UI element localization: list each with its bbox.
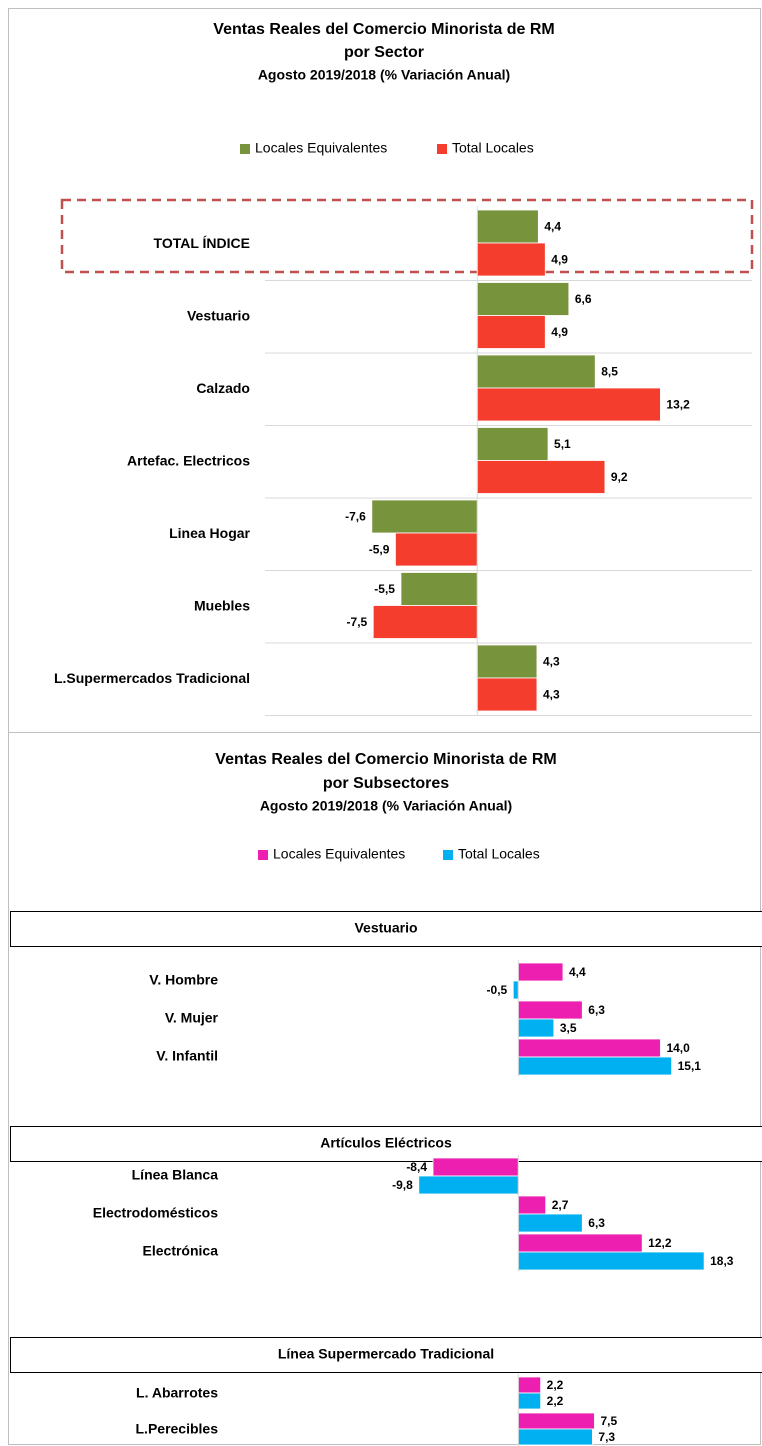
category-label: Vestuario	[187, 307, 250, 323]
category-label: L.Perecibles	[136, 1421, 219, 1437]
legend-swatch	[437, 144, 447, 154]
bar	[517, 1038, 661, 1058]
category-label: Muebles	[194, 597, 250, 613]
panel-title: Vestuario	[354, 920, 417, 936]
bar	[476, 427, 549, 461]
category-label: Calzado	[196, 380, 250, 396]
value-label: 18,3	[710, 1254, 734, 1268]
bar	[517, 1056, 673, 1076]
value-label: 4,9	[551, 253, 568, 267]
category-label: TOTAL ÍNDICE	[154, 235, 250, 251]
panel-header	[10, 1126, 762, 1162]
bar	[517, 1213, 583, 1233]
bar	[476, 644, 538, 679]
panel-header	[10, 1337, 762, 1373]
bar	[517, 962, 564, 982]
legend-label: Total Locales	[458, 846, 540, 862]
bar	[517, 1392, 542, 1410]
bar	[517, 1195, 547, 1215]
panel-title: Artículos Eléctricos	[320, 1135, 452, 1151]
bar	[476, 242, 546, 277]
legend-swatch	[240, 144, 250, 154]
value-label: 6,3	[588, 1216, 605, 1230]
value-label: 3,5	[560, 1021, 577, 1035]
category-label: V. Mujer	[165, 1010, 219, 1026]
value-label: 6,6	[575, 292, 592, 306]
legend-swatch	[443, 850, 453, 860]
value-label: -5,5	[374, 582, 395, 596]
bar	[517, 1412, 595, 1430]
value-label: -5,9	[369, 543, 390, 557]
chart-note: Agosto 2019/2018 (% Variación Anual)	[258, 67, 510, 83]
chart-note: Agosto 2019/2018 (% Variación Anual)	[260, 798, 512, 814]
value-label: 2,7	[552, 1198, 569, 1212]
value-label: -7,6	[345, 510, 366, 524]
panel-title: Línea Supermercado Tradicional	[278, 1346, 494, 1362]
bar	[400, 572, 478, 606]
category-label: Electrónica	[143, 1243, 219, 1259]
bar	[418, 1175, 519, 1195]
bar	[517, 1428, 593, 1446]
bar	[476, 354, 596, 389]
category-label: Linea Hogar	[169, 525, 250, 541]
category-label: V. Hombre	[149, 972, 218, 988]
chart-subtitle: por Subsectores	[323, 775, 449, 792]
bar	[372, 605, 478, 639]
bar	[476, 315, 546, 349]
value-label: 6,3	[588, 1003, 605, 1017]
bar	[517, 1018, 555, 1038]
legend-label: Locales Equivalentes	[255, 140, 387, 156]
value-label: 4,9	[551, 325, 568, 339]
frame	[8, 732, 761, 1445]
category-label: L.Supermercados Tradicional	[54, 670, 250, 686]
value-label: -7,5	[347, 615, 368, 629]
bar	[476, 209, 539, 244]
bar	[476, 460, 606, 494]
category-label: V. Infantil	[156, 1048, 218, 1064]
legend-label: Locales Equivalentes	[273, 846, 405, 862]
value-label: 12,2	[648, 1236, 672, 1250]
bar	[476, 387, 661, 422]
value-label: 15,1	[678, 1059, 702, 1073]
bar	[395, 532, 478, 567]
value-label: 2,2	[547, 1394, 564, 1408]
value-label: -9,8	[392, 1178, 413, 1192]
value-label: 5,1	[554, 437, 571, 451]
value-label: 4,4	[569, 965, 586, 979]
bar	[517, 1000, 583, 1020]
panel-header	[10, 911, 762, 947]
legend-label: Total Locales	[452, 140, 534, 156]
value-label: 2,2	[547, 1378, 564, 1392]
value-label: 14,0	[666, 1041, 690, 1055]
value-label: 13,2	[666, 398, 690, 412]
bar	[517, 1251, 705, 1271]
highlight-box	[60, 198, 754, 274]
category-label: Electrodomésticos	[93, 1205, 218, 1221]
chart-title: Ventas Reales del Comercio Minorista de …	[213, 21, 554, 38]
value-label: -0,5	[487, 983, 508, 997]
bar	[476, 282, 570, 316]
bar	[371, 499, 478, 534]
value-label: 7,5	[600, 1414, 617, 1428]
category-label: L. Abarrotes	[136, 1385, 218, 1401]
value-label: -8,4	[406, 1160, 427, 1174]
value-label: 4,4	[544, 220, 561, 234]
value-label: 7,3	[598, 1430, 615, 1444]
category-label: Artefac. Electricos	[127, 452, 250, 468]
value-label: 4,3	[543, 655, 560, 669]
bar	[517, 1233, 643, 1253]
bar	[517, 1376, 542, 1394]
legend-swatch	[258, 850, 268, 860]
bar	[432, 1157, 519, 1177]
value-label: 4,3	[543, 688, 560, 702]
bar	[512, 980, 519, 1000]
category-label: Línea Blanca	[132, 1167, 219, 1183]
value-label: 9,2	[611, 470, 628, 484]
chart-subtitle: por Sector	[344, 44, 424, 61]
chart-title: Ventas Reales del Comercio Minorista de …	[215, 751, 556, 768]
value-label: 8,5	[601, 365, 618, 379]
bar	[476, 677, 538, 712]
